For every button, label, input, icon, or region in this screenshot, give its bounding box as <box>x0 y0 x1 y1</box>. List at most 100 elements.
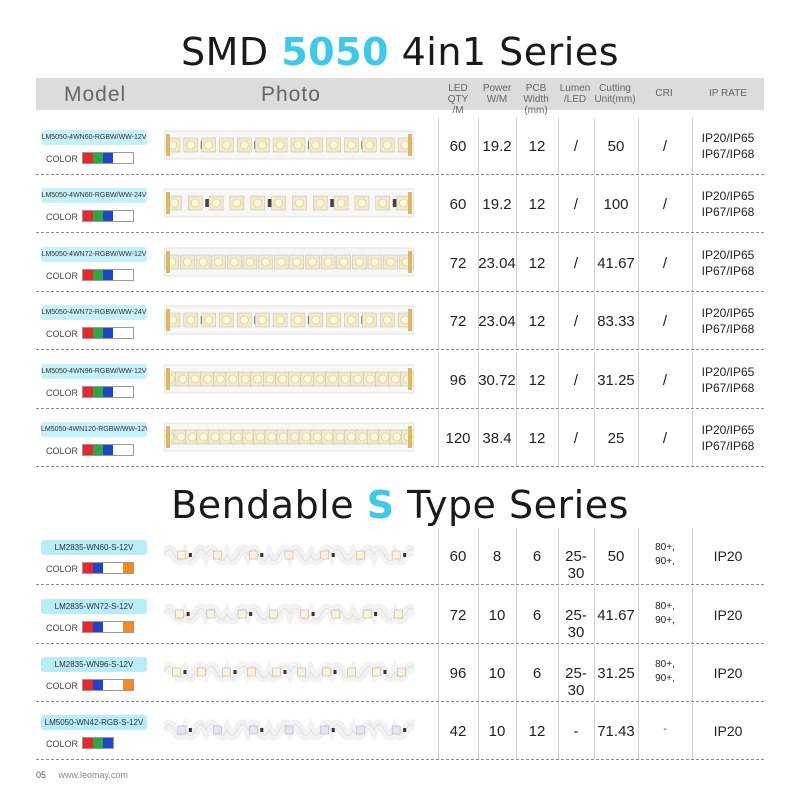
table-row: LM5050-4WN96-RGBW/WW-12V COLOR 96 30.72 12 / 3… <box>36 352 764 409</box>
cell-cutting-unit: 83.33 <box>597 313 635 330</box>
column-divider <box>438 235 439 291</box>
swatch-blue <box>93 622 103 632</box>
led-strip-photo <box>164 659 414 685</box>
cell-pcb-width: 12 <box>528 196 546 213</box>
title-text: Bendable <box>171 483 367 527</box>
column-divider <box>594 352 595 408</box>
cell-ip-rate: IP20 <box>713 723 743 739</box>
column-divider <box>438 528 439 584</box>
swatch-green <box>93 153 103 163</box>
cell-power: 19.2 <box>482 138 512 155</box>
column-divider <box>438 410 439 466</box>
color-swatches <box>82 737 114 749</box>
model-number: LM5050-4WN120-RGBW/WW-12V <box>41 422 147 437</box>
cell-ip-rate: IP20/IP65 IP67/IP68 <box>692 130 764 162</box>
swatch-red <box>83 622 93 632</box>
model-number: LM2835-WN72-S-12V <box>41 599 147 614</box>
model-number: LM2835-WN60-S-12V <box>41 540 147 555</box>
column-divider <box>594 118 595 174</box>
swatch-white <box>113 622 123 632</box>
cell-cutting-unit: 31.25 <box>597 372 635 389</box>
column-divider <box>516 528 517 584</box>
color-swatches <box>82 210 134 222</box>
led-strip-photo <box>164 717 414 743</box>
color-label: COLOR <box>46 212 79 222</box>
column-divider <box>478 587 479 643</box>
column-divider <box>692 703 693 759</box>
cell-pcb-width: 6 <box>532 665 542 682</box>
column-divider <box>638 293 639 349</box>
cell-pcb-width: 12 <box>528 255 546 272</box>
ip-rate-line1: IP20/IP65 <box>701 248 755 262</box>
led-strip-photo <box>164 130 414 160</box>
column-divider <box>594 235 595 291</box>
cell-cutting-unit: 71.43 <box>597 723 635 740</box>
color-label: COLOR <box>46 271 79 281</box>
ip-rate-line2: IP67/IP68 <box>701 147 755 161</box>
ip-rate-line1: IP20/IP65 <box>701 306 755 320</box>
led-strip-photo <box>164 364 414 394</box>
color-swatches <box>82 562 134 574</box>
column-divider <box>438 293 439 349</box>
swatch-orange <box>123 622 133 632</box>
color-swatches <box>82 152 134 164</box>
swatch-blue <box>103 211 113 221</box>
column-divider <box>478 645 479 701</box>
model-number: LM5050-4WN60-RGBW/WW-24V <box>41 188 147 203</box>
cri-line2: 90+, <box>655 615 675 626</box>
swatch-green <box>93 270 103 280</box>
swatch-blue <box>103 270 113 280</box>
swatch-red <box>83 211 93 221</box>
color-label: COLOR <box>46 564 79 574</box>
swatch-white <box>113 563 123 573</box>
header-model: Model <box>64 83 127 106</box>
led-strip-photo <box>164 601 414 627</box>
header-led-qty: LED QTY/M <box>438 83 478 116</box>
cell-pcb-width: 12 <box>528 313 546 330</box>
swatch-green <box>93 328 103 338</box>
swatch-blue <box>103 153 113 163</box>
column-divider <box>558 703 559 759</box>
model-number: LM5050-WN42-RGB-S-12V <box>41 715 147 730</box>
led-strip-photo <box>164 247 414 277</box>
color-label: COLOR <box>46 739 79 749</box>
cell-cri: / <box>662 255 668 272</box>
led-strip-photo <box>164 305 414 335</box>
cell-pcb-width: 12 <box>528 372 546 389</box>
model-number: LM5050-4WN72-RGBW/WW-24V <box>41 305 147 320</box>
cell-ip-rate: IP20/IP65 IP67/IP68 <box>692 364 764 396</box>
led-strip-photo <box>164 542 414 568</box>
table-row: LM5050-WN42-RGB-S-12V COLOR 42 10 12 - 71.43 - I… <box>36 703 764 760</box>
model-number: LM5050-4WN72-RGBW/WW-12V <box>41 247 147 262</box>
table-row: LM5050-4WN60-RGBW/WW-24V COLOR 60 19.2 12 / 10… <box>36 176 764 233</box>
header-pcb-line2: (mm) <box>524 105 548 116</box>
cell-led-qty: 60 <box>449 138 467 155</box>
column-divider <box>438 587 439 643</box>
column-divider <box>558 293 559 349</box>
header-led-qty-line2: /M <box>452 105 464 116</box>
cell-pcb-width: 6 <box>532 607 542 624</box>
swatch-white <box>113 270 123 280</box>
column-divider <box>594 703 595 759</box>
cell-cri: / <box>662 372 668 389</box>
column-divider <box>558 235 559 291</box>
cell-lumen: / <box>573 196 579 213</box>
cell-cri: 80+, 90+, <box>638 600 692 628</box>
ip-rate-line2: IP67/IP68 <box>701 205 755 219</box>
cell-lumen: / <box>573 138 579 155</box>
swatch-white <box>103 622 113 632</box>
model-number: LM2835-WN96-S-12V <box>41 657 147 672</box>
table-row: LM5050-4WN72-RGBW/WW-24V COLOR 72 23.04 12 / 8… <box>36 293 764 350</box>
cell-cri: / <box>662 196 668 213</box>
column-divider <box>594 293 595 349</box>
cell-led-qty: 120 <box>445 430 471 447</box>
swatch-white <box>113 153 123 163</box>
column-divider <box>516 176 517 232</box>
cell-cri: 80+, 90+, <box>638 658 692 686</box>
swatch-green <box>93 738 103 748</box>
color-label: COLOR <box>46 681 79 691</box>
column-divider <box>516 703 517 759</box>
color-label: COLOR <box>46 154 79 164</box>
swatch-red <box>83 153 93 163</box>
table-row: LM2835-WN96-S-12V COLOR 96 10 6 25-30 31.25 80+… <box>36 645 764 702</box>
